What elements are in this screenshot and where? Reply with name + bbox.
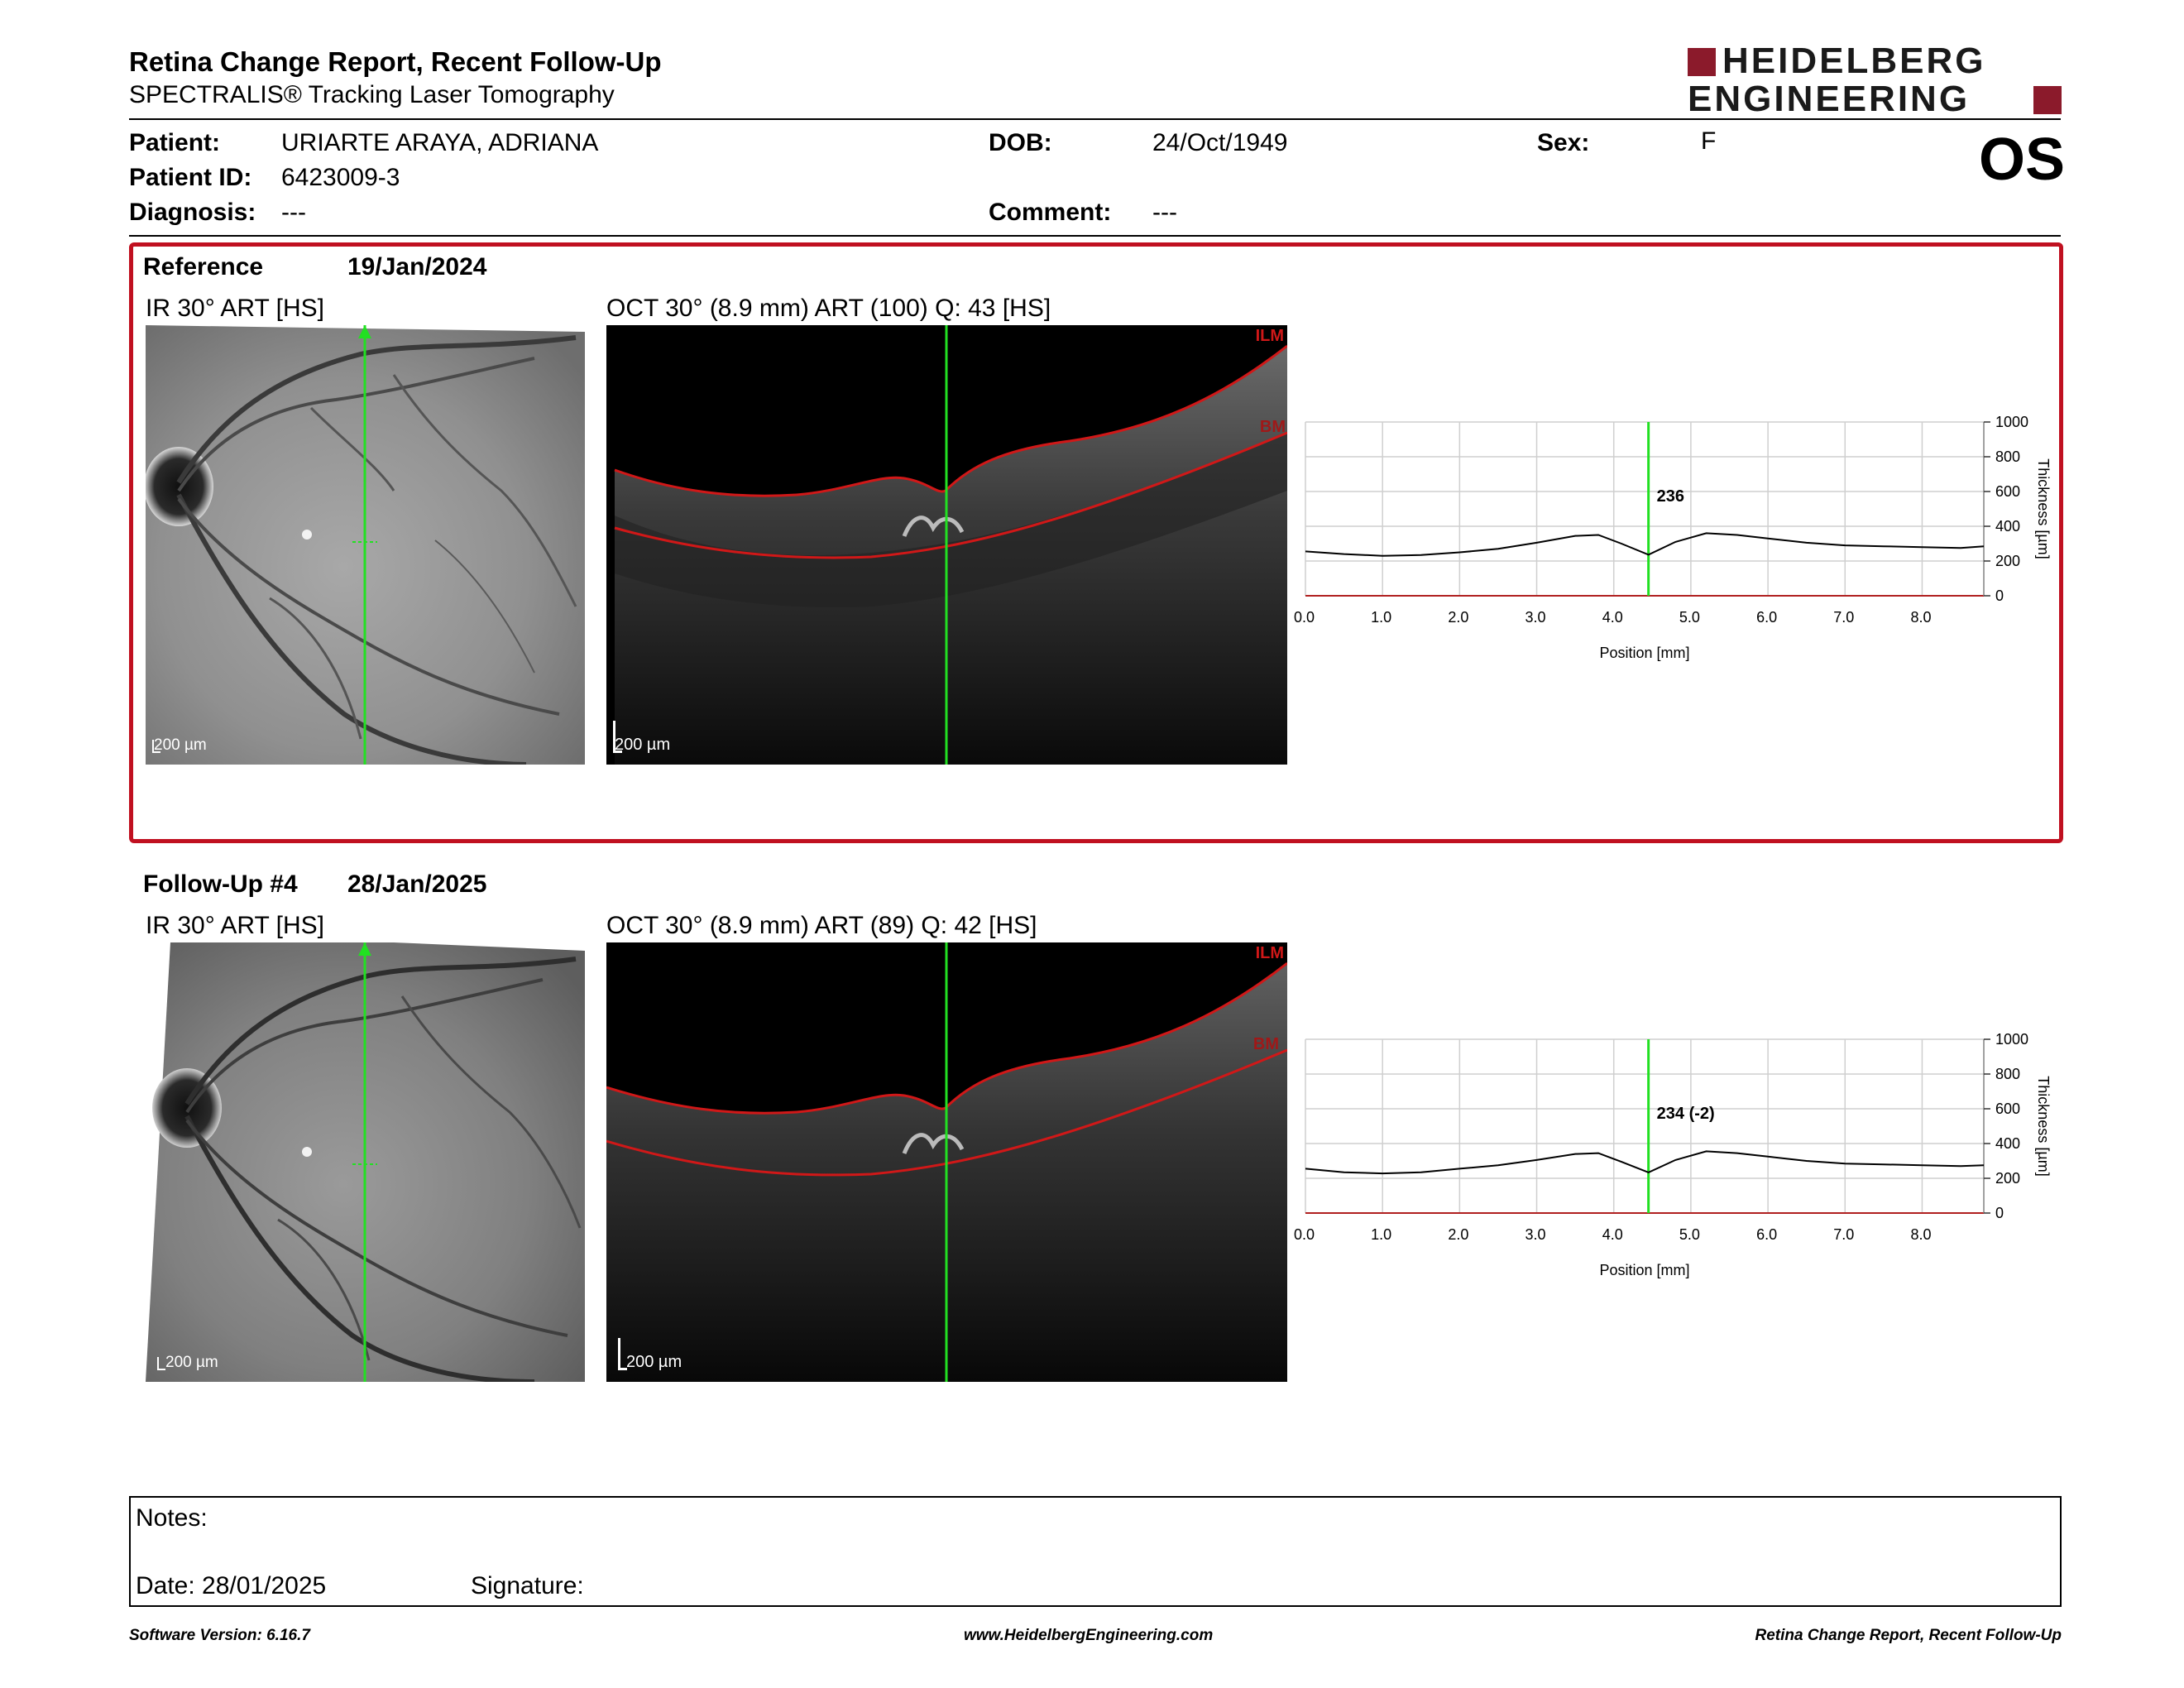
sex-value: F (1701, 127, 1717, 155)
x-tick-label: 5.0 (1679, 609, 1700, 626)
divider (129, 118, 2061, 120)
fundus-svg (146, 325, 585, 765)
y-tick-label: 200 (1995, 1170, 2020, 1187)
scale-bar-label: 200 µm (626, 1353, 682, 1371)
x-tick-label: 4.0 (1602, 1226, 1623, 1243)
x-tick-label: 0.0 (1294, 609, 1315, 626)
heidelberg-logo: HEIDELBERG ENGINEERING (1688, 41, 2068, 119)
y-tick-label: 800 (1995, 448, 2020, 465)
thickness-line (1305, 532, 1985, 557)
x-axis-label: Position [mm] (1599, 645, 1689, 661)
scale-bar-label: 200 µm (154, 736, 207, 754)
diagnosis-value: --- (281, 199, 306, 226)
ir-fundus-image: 200 µm (146, 942, 585, 1382)
logo-text-1: HEIDELBERG (1722, 41, 1986, 81)
oct-bscan-image: ILM BM 200 µm (606, 325, 1287, 765)
notes-box: Notes: Date: 28/01/2025 Signature: (129, 1496, 2062, 1607)
y-tick-label: 400 (1995, 1135, 2020, 1152)
ilm-label: ILM (1255, 327, 1284, 345)
y-axis-label: Thickness [µm] (2035, 1076, 2052, 1176)
patient-id: 6423009-3 (281, 164, 400, 191)
ilm-label: ILM (1255, 944, 1284, 962)
y-axis-label: Thickness [µm] (2035, 458, 2052, 559)
x-tick-label: 7.0 (1833, 1226, 1854, 1243)
thickness-value-label: 234 (-2) (1657, 1105, 1715, 1123)
oct-bscan-image: ILM BM 200 µm (606, 942, 1287, 1382)
thickness-line (1305, 1150, 1985, 1175)
logo-text-2: ENGINEERING (1688, 79, 1971, 119)
thickness-chart-followup: 0 200 400 600 800 1000 0.0 1.0 2.0 3.0 4.0 5.0 6.0 7.… (1294, 1031, 2052, 1278)
reference-panel (129, 242, 2063, 843)
sex-label: Sex: (1537, 129, 1590, 156)
y-tick-label: 0 (1995, 1205, 2004, 1221)
fundus-svg (146, 942, 585, 1382)
scale-bar-icon (618, 1338, 627, 1370)
x-axis-label: Position [mm] (1599, 1262, 1689, 1278)
x-tick-label: 5.0 (1679, 1226, 1700, 1243)
footer-website[interactable]: www.HeidelbergEngineering.com (964, 1627, 1214, 1644)
y-tick-label: 1000 (1995, 414, 2028, 430)
x-tick-label: 1.0 (1371, 609, 1391, 626)
notes-label: Notes: (136, 1504, 208, 1532)
oct-svg (614, 325, 1287, 765)
patient-label: Patient: (129, 129, 221, 156)
oct-svg (606, 942, 1287, 1382)
patient-id-label: Patient ID: (129, 164, 252, 191)
y-tick-label: 800 (1995, 1066, 2020, 1082)
logo-square-icon (1688, 48, 1716, 76)
scale-bar-label: 200 µm (615, 736, 671, 754)
bm-label: BM (1252, 1035, 1279, 1053)
y-tick-label: 0 (1995, 587, 2004, 604)
x-tick-label: 2.0 (1448, 609, 1468, 626)
footer-report-name: Retina Change Report, Recent Follow-Up (1755, 1627, 2062, 1644)
x-tick-label: 7.0 (1833, 609, 1854, 626)
x-tick-label: 0.0 (1294, 1226, 1315, 1243)
patient-name: URIARTE ARAYA, ADRIANA (281, 129, 599, 156)
comment-value: --- (1152, 199, 1177, 226)
footer-software-version: Software Version: 6.16.7 (129, 1627, 310, 1644)
reference-date: 19/Jan/2024 (347, 253, 487, 281)
logo-square-icon (2033, 86, 2062, 114)
x-tick-label: 3.0 (1525, 609, 1546, 626)
ir-caption: IR 30° ART [HS] (146, 912, 324, 939)
x-tick-label: 4.0 (1602, 609, 1623, 626)
y-tick-label: 600 (1995, 483, 2020, 500)
x-tick-label: 6.0 (1756, 609, 1777, 626)
thickness-chart-reference: 0 200 400 600 800 1000 0.0 1.0 2.0 3.0 4.0 5.0 6.0 7.… (1294, 414, 2052, 661)
divider (129, 235, 2061, 237)
y-tick-label: 1000 (1995, 1031, 2028, 1048)
x-tick-label: 8.0 (1910, 1226, 1931, 1243)
diagnosis-label: Diagnosis: (129, 199, 256, 226)
followup-date: 28/Jan/2025 (347, 870, 487, 898)
comment-label: Comment: (989, 199, 1112, 226)
x-tick-label: 8.0 (1910, 609, 1931, 626)
scale-bar-icon (613, 721, 622, 753)
reference-label: Reference (143, 253, 264, 281)
eye-label: OS (1978, 127, 2065, 193)
x-tick-label: 2.0 (1448, 1226, 1468, 1243)
oct-caption: OCT 30° (8.9 mm) ART (89) Q: 42 [HS] (606, 912, 1037, 939)
scale-bar-icon (152, 740, 160, 753)
report-title: Retina Change Report, Recent Follow-Up (129, 46, 662, 77)
y-tick-label: 600 (1995, 1101, 2020, 1117)
report-subtitle: SPECTRALIS® Tracking Laser Tomography (129, 81, 615, 108)
thickness-value-label: 236 (1657, 487, 1684, 506)
scale-bar-icon (157, 1357, 165, 1370)
signature-label: Signature: (471, 1572, 584, 1599)
dob-label: DOB: (989, 129, 1052, 156)
x-tick-label: 3.0 (1525, 1226, 1546, 1243)
bm-label: BM (1259, 418, 1286, 436)
y-tick-label: 200 (1995, 553, 2020, 569)
dob-value: 24/Oct/1949 (1152, 129, 1288, 156)
ir-caption: IR 30° ART [HS] (146, 295, 324, 322)
notes-date: Date: 28/01/2025 (136, 1572, 327, 1599)
x-tick-label: 1.0 (1371, 1226, 1391, 1243)
ir-fundus-image: 200 µm (146, 325, 585, 765)
x-tick-label: 6.0 (1756, 1226, 1777, 1243)
y-tick-label: 400 (1995, 518, 2020, 535)
scale-bar-label: 200 µm (165, 1354, 218, 1371)
followup-label: Follow-Up #4 (143, 870, 298, 898)
oct-caption: OCT 30° (8.9 mm) ART (100) Q: 43 [HS] (606, 295, 1051, 322)
